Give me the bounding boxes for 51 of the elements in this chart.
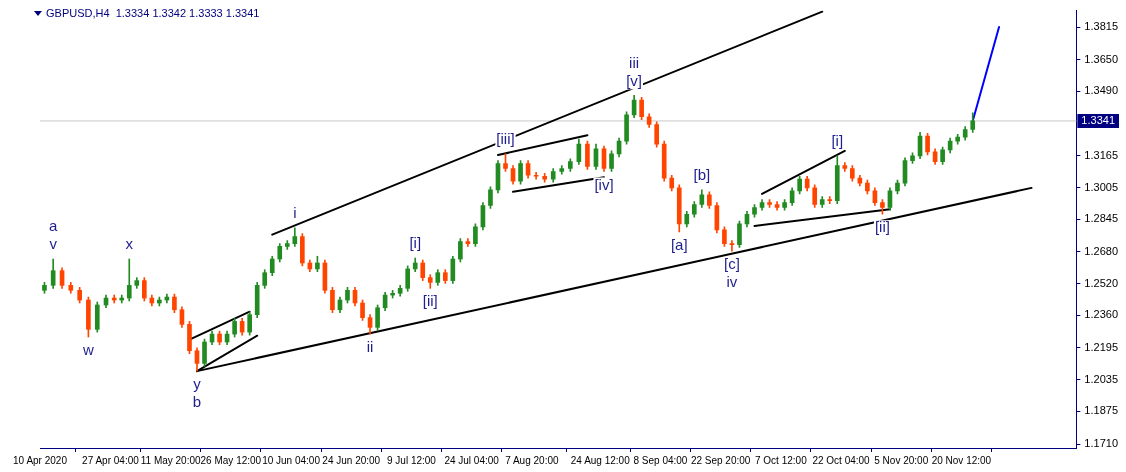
y-tick-label: 1.2520 [1084, 276, 1119, 289]
annotation: [i] [409, 234, 422, 252]
y-tick-label: 1.3815 [1084, 20, 1119, 33]
annotation: [ii] [422, 292, 438, 310]
x-tick-label: 5 Nov 20:00 [874, 454, 929, 466]
y-tick-label: 1.2195 [1084, 340, 1119, 353]
annotation: iii [629, 53, 640, 71]
annotation: [i] [831, 131, 844, 149]
y-tick-label: 1.3005 [1084, 180, 1119, 193]
annotation: iv [726, 273, 738, 291]
x-tick-label: 11 May 20:00 [140, 454, 202, 466]
chart-title: GBPUSD,H4 1.3334 1.3342 1.3333 1.3341 [46, 7, 260, 19]
x-tick-label: 7 Oct 12:00 [754, 454, 808, 466]
x-tick-label: 24 Jul 04:00 [444, 454, 500, 466]
x-tick-label: 22 Sep 20:00 [690, 454, 751, 466]
x-tick-label: 9 Jul 12:00 [386, 454, 437, 466]
y-tick-label: 1.1875 [1084, 404, 1119, 417]
annotation: [ii] [874, 218, 890, 236]
y-tick-label: 1.3490 [1084, 84, 1119, 97]
x-tick-label: 10 Jun 04:00 [262, 454, 321, 466]
annotation: [a] [670, 236, 688, 254]
annotation: a [49, 217, 58, 235]
annotation: x [125, 235, 134, 253]
y-tick-label: 1.2845 [1084, 212, 1119, 225]
y-tick-label: 1.1710 [1084, 437, 1119, 450]
y-tick-label: 1.3165 [1084, 148, 1119, 161]
ref-line-label: 1.3341 [1081, 113, 1116, 126]
x-tick-label: 26 May 12:00 [200, 454, 262, 466]
annotation: [c] [724, 255, 740, 273]
y-tick-label: 1.3650 [1084, 52, 1119, 65]
x-tick-label: 24 Jun 20:00 [322, 454, 381, 466]
x-tick-label: 22 Oct 04:00 [812, 454, 871, 466]
annotation: v [49, 235, 58, 253]
x-tick-label: 24 Aug 12:00 [570, 454, 631, 466]
x-tick-label: 10 Apr 2020 [13, 454, 68, 466]
annotation: w [81, 341, 94, 359]
annotation: y [193, 375, 202, 393]
y-tick-label: 1.2035 [1084, 372, 1119, 385]
annotation: [b] [693, 166, 711, 184]
x-tick-label: 8 Sep 04:00 [633, 454, 688, 466]
annotation: i [293, 204, 297, 222]
annotation: ii [366, 338, 374, 356]
x-tick-label: 20 Nov 12:00 [931, 454, 992, 466]
x-tick-label: 7 Aug 20:00 [505, 454, 559, 466]
y-tick-label: 1.2360 [1084, 308, 1119, 321]
annotation: [iv] [594, 175, 614, 193]
x-tick-label: 27 Apr 04:00 [82, 454, 140, 466]
annotation: [v] [626, 71, 643, 89]
annotation: [iii] [496, 129, 515, 147]
y-tick-label: 1.2680 [1084, 244, 1119, 257]
annotation: b [192, 393, 202, 411]
